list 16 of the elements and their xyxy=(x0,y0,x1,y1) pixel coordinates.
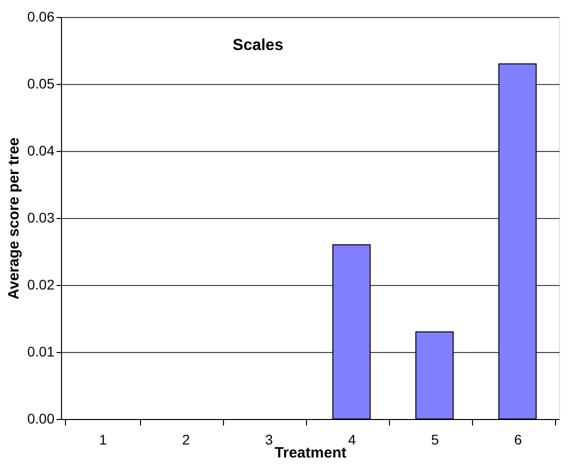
x-axis-title: Treatment xyxy=(274,444,346,462)
y-tick-label: 0.06 xyxy=(27,8,55,24)
y-tick-label: 0.03 xyxy=(27,210,55,226)
y-axis-title: Average score per tree xyxy=(5,137,22,300)
y-tick-label: 0.00 xyxy=(27,410,55,426)
x-tick-label: 5 xyxy=(431,432,440,448)
x-tick-label: 4 xyxy=(348,432,356,448)
x-tick-label: 2 xyxy=(182,432,190,448)
text: Scales xyxy=(232,37,284,54)
x-tick-label: 1 xyxy=(99,432,108,448)
y-tick-label: 0.04 xyxy=(27,142,55,158)
x-tick-label: 6 xyxy=(514,432,522,448)
y-tick-label: 0.02 xyxy=(27,276,55,292)
y-tick-label: 0.01 xyxy=(27,344,55,360)
x-tick-label: 3 xyxy=(265,432,274,448)
y-tick-label: 0.05 xyxy=(27,76,55,92)
